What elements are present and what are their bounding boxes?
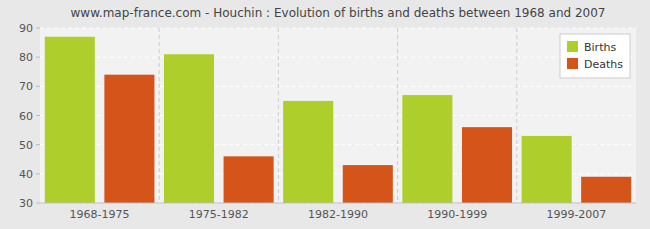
y-tick (36, 57, 40, 58)
legend: Births Deaths (560, 34, 630, 78)
bars (45, 37, 631, 203)
bar (104, 75, 154, 203)
y-tick (36, 28, 40, 29)
bar (581, 177, 631, 203)
y-tick-label: 30 (19, 197, 33, 210)
bar (522, 136, 572, 203)
y-tick (36, 144, 40, 145)
y-tick-label: 40 (19, 168, 33, 181)
bar (164, 54, 214, 203)
grid-line (40, 203, 636, 204)
bar (402, 95, 452, 203)
y-tick-label: 80 (19, 51, 33, 64)
y-tick (36, 115, 40, 116)
legend-label: Births (584, 41, 616, 54)
chart: 30 40 50 60 70 80 90 1968-1975 1975-1982 1982-199… (0, 0, 650, 229)
y-tick (36, 173, 40, 174)
y-tick (36, 203, 40, 204)
x-tick-label: 1990-1999 (427, 208, 487, 221)
grid-line (40, 28, 636, 29)
y-tick (36, 86, 40, 87)
bar (462, 127, 512, 203)
group-separator (397, 28, 398, 203)
bar (283, 101, 333, 203)
y-tick-label: 60 (19, 110, 33, 123)
bar (45, 37, 95, 203)
legend-swatch (567, 58, 578, 69)
legend-box (560, 34, 630, 78)
y-tick-label: 50 (19, 139, 33, 152)
x-tick-label: 1975-1982 (189, 208, 249, 221)
group-separator (278, 28, 279, 203)
x-tick-label: 1982-1990 (308, 208, 368, 221)
x-tick-label: 1999-2007 (546, 208, 606, 221)
x-axis (40, 203, 636, 204)
y-tick-label: 70 (19, 80, 33, 93)
group-separator (159, 28, 160, 203)
title: www.map-france.com - Houchin : Evolution… (71, 6, 606, 20)
bar (224, 156, 274, 203)
y-tick-label: 90 (19, 22, 33, 35)
group-separator (516, 28, 517, 203)
legend-label: Deaths (584, 58, 623, 71)
legend-swatch (567, 41, 578, 52)
bar (343, 165, 393, 203)
grid-line (40, 57, 636, 58)
x-tick-label: 1968-1975 (70, 208, 130, 221)
